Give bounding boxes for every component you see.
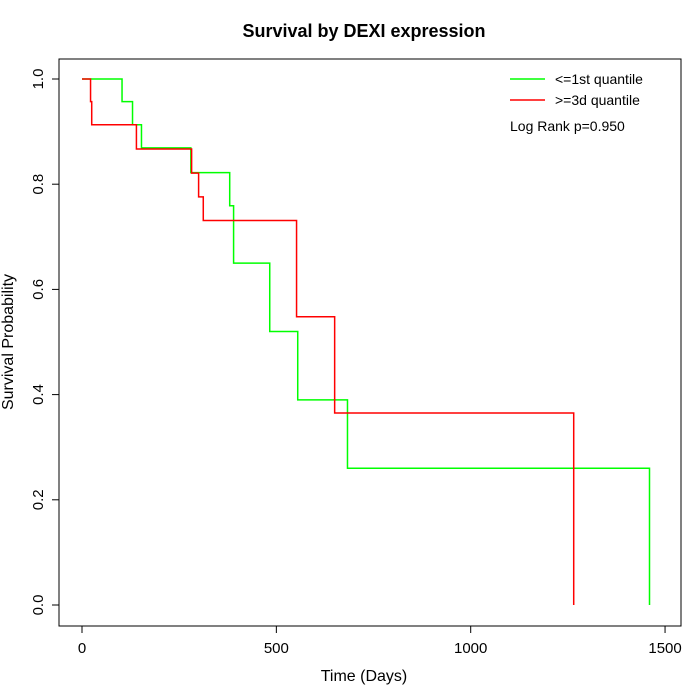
x-axis: 0 500 1000 1500 (78, 625, 682, 657)
x-tick-label: 500 (264, 640, 289, 657)
y-tick-label: 0.8 (30, 174, 47, 195)
survival-curve-2 (82, 78, 575, 605)
series-layer (82, 78, 651, 605)
legend-label-1: <=1st quantile (555, 71, 643, 87)
y-tick-label: 0.4 (30, 384, 47, 405)
y-axis: 0.0 0.2 0.4 0.6 0.8 1.0 (30, 69, 60, 616)
y-tick-label: 0.6 (30, 279, 47, 300)
plot-frame (58, 58, 682, 627)
survival-curve-1 (82, 78, 651, 605)
chart-title: Survival by DEXI expression (242, 21, 485, 41)
y-tick-label: 0.0 (30, 595, 47, 616)
x-tick-label: 1500 (648, 640, 681, 657)
y-tick-label: 1.0 (30, 69, 47, 90)
y-axis-label: Survival Probability (0, 274, 17, 410)
x-tick-label: 1000 (454, 640, 487, 657)
legend: <=1st quantile >=3d quantile (510, 71, 643, 108)
x-tick-label: 0 (78, 640, 86, 657)
log-rank-annotation: Log Rank p=0.950 (510, 118, 625, 134)
x-axis-label: Time (Days) (321, 668, 408, 685)
y-tick-label: 0.2 (30, 489, 47, 510)
legend-label-2: >=3d quantile (555, 92, 640, 108)
